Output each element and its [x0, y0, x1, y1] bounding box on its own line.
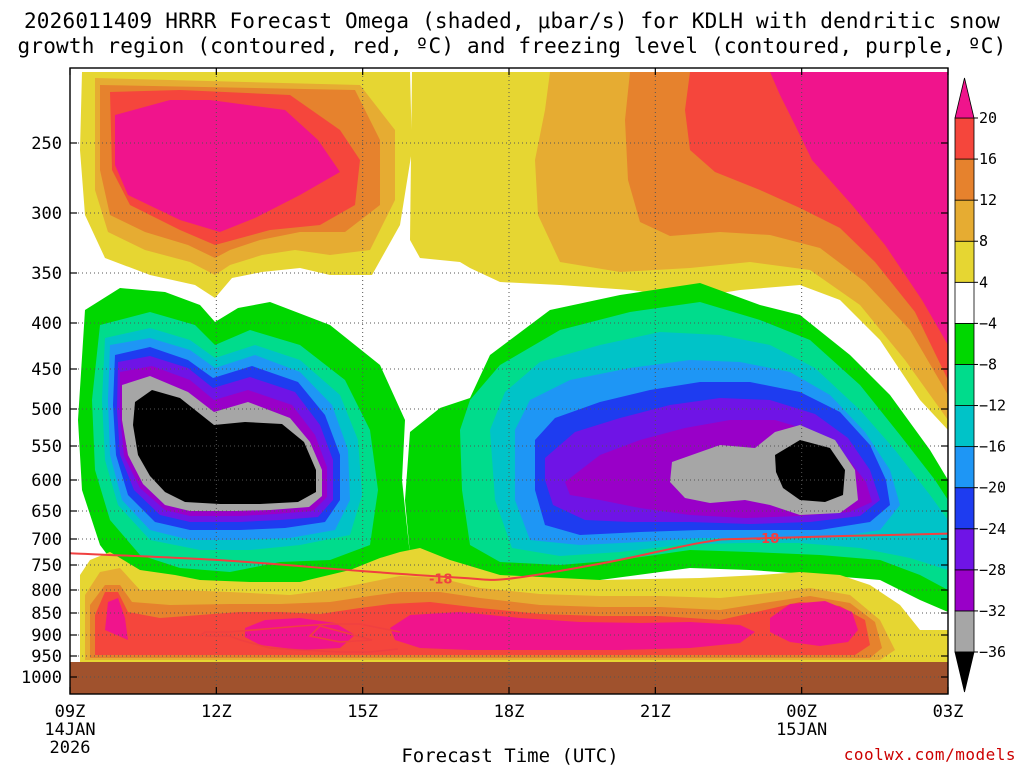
colorbar-label: −36 [979, 643, 1006, 661]
y-tick-label: 350 [31, 264, 62, 284]
dgz-label: -18 [429, 573, 453, 588]
y-axis: 2503003504004505005506006507007508008509… [21, 134, 948, 688]
colorbar-label: −24 [979, 520, 1006, 538]
colorbar-label: −4 [979, 314, 997, 332]
upper-right-positive-region [410, 72, 948, 430]
colorbar-band [954, 610, 975, 653]
y-tick-label: 550 [31, 437, 62, 457]
x-tick-label: 18Z [494, 702, 525, 722]
colorbar-label: 8 [979, 232, 988, 250]
colorbar: −36 −32 −28 −24 −20 −16 −12 −8 −4 4 8 12 16 20 [954, 77, 1006, 693]
y-tick-label: 400 [31, 314, 62, 334]
x-tick-date: 15JAN [776, 720, 827, 740]
y-tick-label: 700 [31, 530, 62, 550]
y-tick-label: 750 [31, 556, 62, 576]
x-tick-label: 15Z [347, 702, 378, 722]
mid-left-negative-region [78, 288, 410, 598]
colorbar-label: 20 [979, 109, 997, 127]
colorbar-band [954, 158, 975, 201]
colorbar-label: 12 [979, 191, 997, 209]
colorbar-label: −28 [979, 561, 1006, 579]
omega-mid-right-minus36 [775, 440, 845, 502]
y-tick-label: 850 [31, 604, 62, 624]
y-tick-label: 1000 [21, 668, 62, 688]
y-tick-label: 500 [31, 400, 62, 420]
chart-title-line2: growth region (contoured, red, ºC) and f… [17, 34, 1007, 58]
colorbar-band [954, 281, 975, 324]
y-tick-label: 900 [31, 626, 62, 646]
colorbar-label: −8 [979, 355, 997, 373]
dgz-low-loop [199, 623, 401, 653]
omega-upper-left-20 [115, 100, 340, 232]
colorbar-low-arrow [954, 651, 975, 693]
colorbar-band [954, 405, 975, 448]
colorbar-band [954, 199, 975, 242]
dgz-contour-labels: -18 -18 [429, 532, 780, 588]
y-tick-label: 450 [31, 360, 62, 380]
x-tick-label: 12Z [201, 702, 232, 722]
colorbar-band [954, 240, 975, 283]
colorbar-band [954, 569, 975, 612]
omega-upper-right-20 [770, 72, 948, 345]
upper-left-positive-region [80, 72, 412, 298]
omega-low-20-c [390, 612, 755, 650]
dgz-contour-line [70, 532, 948, 581]
y-tick-label: 650 [31, 502, 62, 522]
colorbar-band [954, 528, 975, 571]
colorbar-band [954, 364, 975, 406]
x-tick-year: 2026 [50, 738, 91, 758]
colorbar-label: −32 [979, 602, 1006, 620]
y-tick-label: 950 [31, 647, 62, 667]
x-tick-label: 21Z [640, 702, 671, 722]
y-tick-label: 250 [31, 134, 62, 154]
x-tick-label: 03Z [933, 702, 964, 722]
omega-low-20-a [105, 598, 128, 640]
colorbar-high-arrow [954, 77, 975, 119]
colorbar-label: −20 [979, 479, 1006, 497]
colorbar-label: 16 [979, 150, 997, 168]
colorbar-band [954, 446, 975, 489]
colorbar-label: 4 [979, 273, 988, 291]
chart-title-line1: 2026011409 HRRR Forecast Omega (shaded, … [23, 9, 1001, 33]
y-tick-label: 600 [31, 471, 62, 491]
colorbar-band [954, 117, 975, 160]
x-axis-title: Forecast Time (UTC) [401, 745, 619, 767]
y-tick-label: 800 [31, 581, 62, 601]
omega-field: -18 -18 [70, 68, 948, 694]
x-tick-date: 14JAN [44, 720, 95, 740]
colorbar-band [954, 322, 975, 365]
dgz-label: -18 [756, 532, 780, 547]
credit-text: coolwx.com/models [843, 745, 1016, 764]
low-level-positive-band [80, 548, 948, 662]
colorbar-label: −12 [979, 397, 1006, 415]
omega-low-20-d [770, 601, 858, 646]
x-tick-label: 00Z [786, 702, 817, 722]
colorbar-label: −16 [979, 438, 1006, 456]
omega-mid-left-minus36 [133, 390, 316, 504]
x-tick-label: 09Z [55, 702, 86, 722]
mid-right-negative-region [405, 283, 948, 612]
y-tick-label: 300 [31, 204, 62, 224]
omega-low-20-b [245, 618, 355, 650]
colorbar-band [954, 487, 975, 530]
grid-lines [70, 68, 948, 694]
